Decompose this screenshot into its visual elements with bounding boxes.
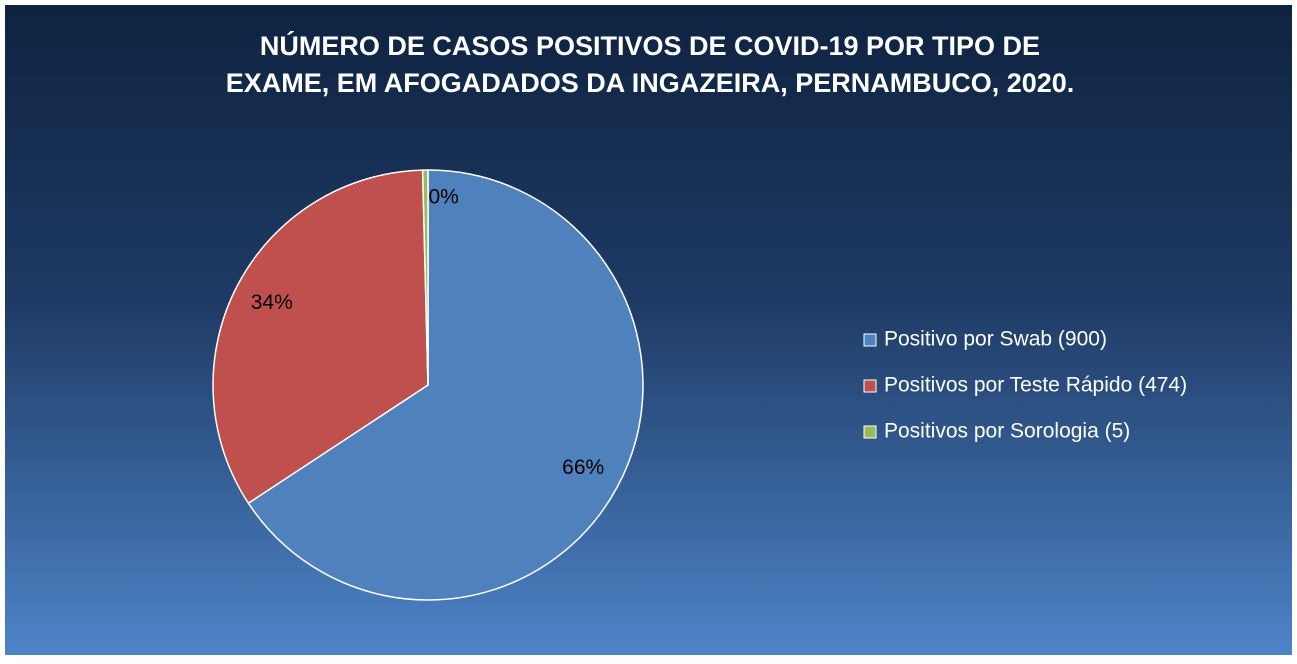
- legend-label: Positivos por Sorologia (5): [884, 420, 1130, 443]
- pie-slice: [421, 169, 429, 386]
- pie-slice: [247, 169, 644, 601]
- pie-slice: [212, 169, 429, 505]
- legend-swatch: [863, 333, 877, 347]
- data-label: 66%: [562, 456, 604, 479]
- legend-swatch: [863, 425, 877, 439]
- legend-label: Positivos por Teste Rápido (474): [884, 374, 1187, 397]
- legend-label: Positivo por Swab (900): [884, 328, 1107, 351]
- chart-title: EXAME, EM AFOGADADOS DA INGAZEIRA, PERNA…: [226, 68, 1075, 98]
- legend-swatch: [863, 379, 877, 393]
- data-label: 0%: [428, 186, 458, 209]
- chart-title: NÚMERO DE CASOS POSITIVOS DE COVID-19 PO…: [260, 30, 1040, 61]
- data-label: 34%: [251, 291, 293, 314]
